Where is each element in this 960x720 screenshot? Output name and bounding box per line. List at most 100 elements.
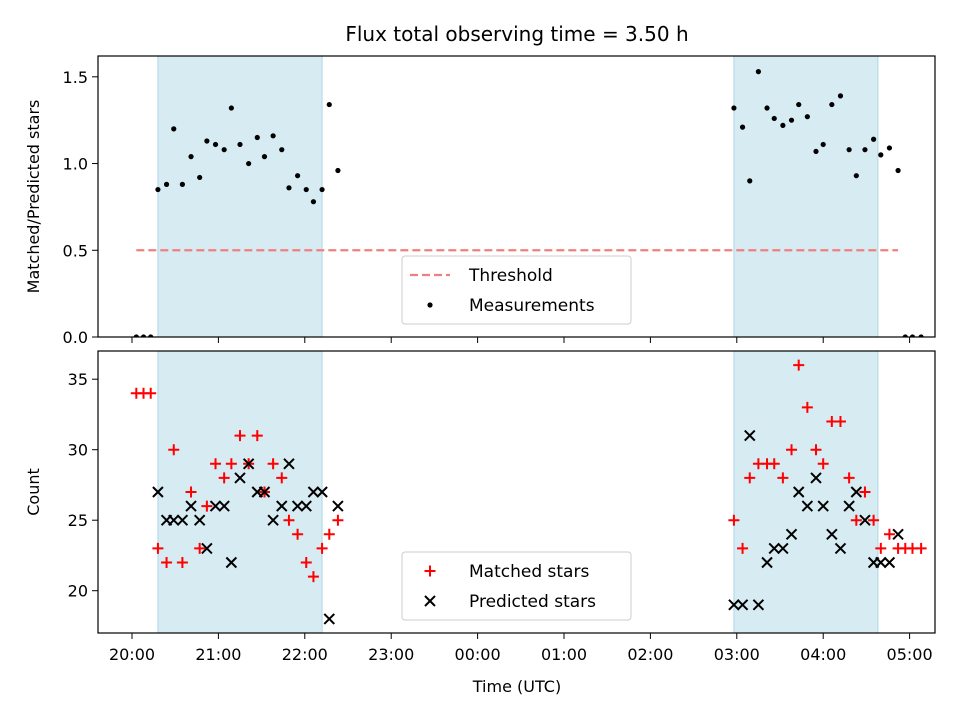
measurement-point <box>254 134 260 141</box>
measurement-point <box>179 181 185 187</box>
measurement-point <box>148 334 154 337</box>
matched-stars-point <box>307 571 319 583</box>
matched-stars-point <box>283 514 295 526</box>
measurement-point <box>326 101 332 108</box>
matched-stars-point <box>777 472 789 484</box>
x-tick-label: 21:00 <box>195 645 241 664</box>
x-tick-label: 20:00 <box>109 645 155 664</box>
legend-measurement-swatch <box>427 302 433 308</box>
predicted-stars-point <box>793 486 805 498</box>
matched-stars-point <box>194 542 206 554</box>
predicted-stars-point <box>201 542 213 555</box>
measurement-point <box>228 105 234 111</box>
matched-stars-point <box>332 514 344 526</box>
predicted-stars-point <box>768 542 780 555</box>
axes-frame <box>97 350 936 634</box>
x-tick-label: 01:00 <box>541 645 587 664</box>
measurement-point <box>204 138 210 144</box>
matched-stars-point <box>843 472 855 484</box>
legend: Matched stars Predicted stars <box>401 551 632 621</box>
measurement-point <box>221 147 227 153</box>
matched-stars-point <box>868 514 880 526</box>
plot-area <box>133 69 924 337</box>
measurement-point <box>862 147 868 153</box>
x-tick-label: 22:00 <box>282 645 328 664</box>
matched-stars-point <box>210 458 222 470</box>
predicted-stars-point <box>316 486 328 498</box>
legend-box <box>401 551 632 621</box>
measurement-point <box>829 101 835 108</box>
predicted-stars-point <box>744 429 756 442</box>
measurement-point <box>212 141 219 148</box>
measurement-point <box>310 199 317 205</box>
measurement-point <box>755 69 762 75</box>
predicted-stars-point <box>323 613 335 625</box>
shaded-interval <box>733 350 879 634</box>
matched-stars-point <box>850 514 862 526</box>
y-axis-label: Matched/Predicted stars <box>24 100 43 294</box>
bottom-panel: 20 25 30 35 20:00 21:00 22:00 23:00 00:00 01:00 02… <box>24 350 936 696</box>
matched-stars-point <box>323 528 335 540</box>
measurement-point <box>140 334 147 337</box>
matched-stars-point <box>744 472 756 484</box>
matched-stars-point <box>218 472 230 484</box>
matched-stars-point <box>300 557 312 568</box>
measurement-point <box>895 167 901 174</box>
legend-predicted-swatch <box>424 595 436 607</box>
matched-stars-point <box>810 444 822 456</box>
chart-title: Flux total observing time = 3.50 h <box>345 22 688 46</box>
predicted-stars-point <box>267 514 279 526</box>
y-tick-label: 0.5 <box>63 241 88 260</box>
measurement-point <box>163 181 170 187</box>
measurement-point <box>335 167 341 174</box>
shaded-interval <box>733 55 879 338</box>
predicted-stars-point <box>892 528 904 541</box>
legend-label: Threshold <box>468 266 553 286</box>
matched-stars-point <box>737 542 749 554</box>
y-tick-label: 1.0 <box>63 155 88 174</box>
predicted-stars-point <box>307 486 320 498</box>
predicted-stars-point <box>728 599 740 611</box>
predicted-stars-point <box>176 514 189 526</box>
x-tick-label: 23:00 <box>368 645 414 664</box>
legend-label: Matched stars <box>469 562 589 582</box>
matched-stars-point <box>152 542 164 554</box>
measurement-point <box>188 154 194 160</box>
legend-label: Predicted stars <box>469 592 596 612</box>
matched-stars-point <box>225 458 237 470</box>
predicted-stars-point <box>209 500 222 512</box>
legend: Threshold Measurements <box>401 255 632 325</box>
measurement-point <box>788 117 795 123</box>
matched-stars-point <box>728 514 740 526</box>
predicted-stars-point <box>801 500 814 512</box>
matched-stars-point <box>185 486 197 498</box>
predicted-stars-point <box>152 486 164 498</box>
predicted-stars-point <box>242 458 255 470</box>
matched-stars-point <box>292 528 304 540</box>
matched-stars-point <box>161 557 173 568</box>
measurement-point <box>731 105 737 111</box>
plot-area <box>130 359 927 625</box>
measurement-point <box>237 141 243 148</box>
y-tick-label: 0.0 <box>63 328 88 347</box>
measurement-point <box>270 133 276 139</box>
measurement-point <box>155 186 161 193</box>
matched-stars-point <box>176 557 188 568</box>
predicted-stars-point <box>817 500 829 512</box>
matched-stars-point <box>817 458 829 470</box>
measurement-point <box>319 186 325 193</box>
x-tick-label: 03:00 <box>714 645 760 664</box>
predicted-stars-point <box>218 500 230 512</box>
predicted-stars-point <box>168 514 180 526</box>
matched-stars-point <box>875 542 887 554</box>
measurement-point <box>804 114 810 120</box>
matched-stars-point <box>859 486 871 498</box>
measurement-point <box>246 160 252 167</box>
predicted-stars-point <box>332 500 344 512</box>
predicted-stars-point <box>810 472 822 484</box>
matched-stars-point <box>834 416 846 427</box>
predicted-stars-point <box>785 528 798 541</box>
measurement-point <box>902 334 908 337</box>
x-tick-label: 04:00 <box>800 645 846 664</box>
matched-stars-point <box>316 542 328 554</box>
